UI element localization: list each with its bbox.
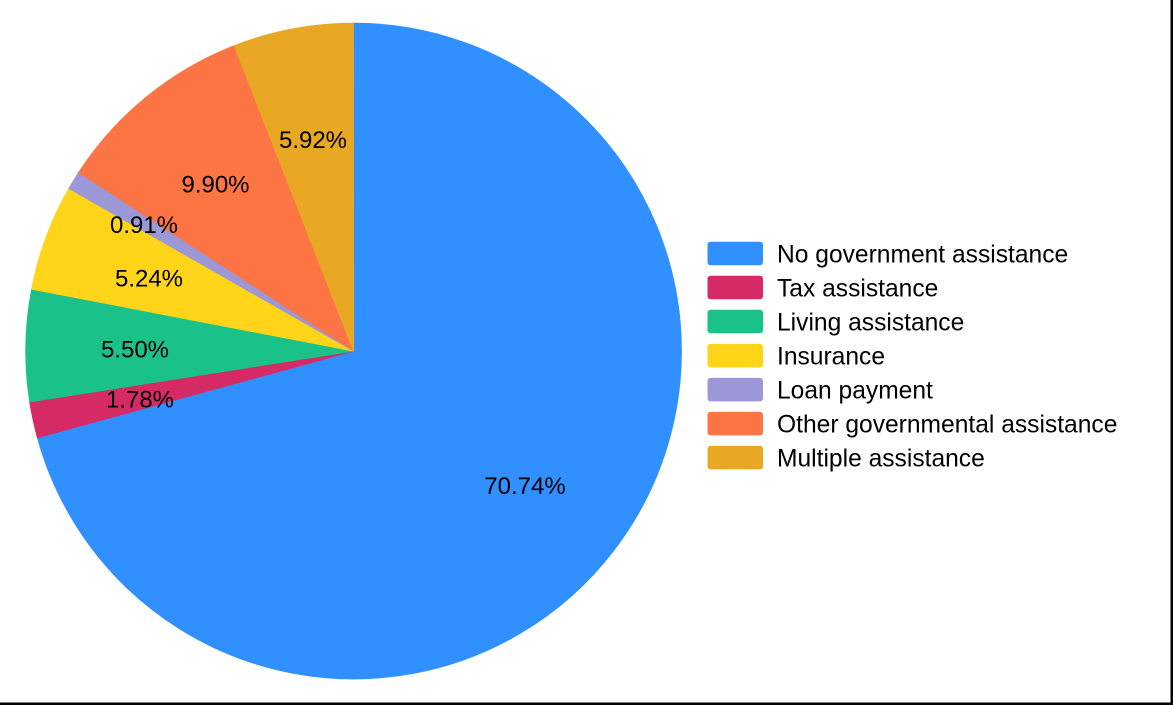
svg-text:Loan payment: Loan payment xyxy=(777,377,933,404)
svg-text:0.91%: 0.91% xyxy=(110,212,178,239)
svg-text:Living assistance: Living assistance xyxy=(777,309,964,336)
svg-text:Multiple assistance: Multiple assistance xyxy=(777,445,985,472)
svg-text:Tax assistance: Tax assistance xyxy=(777,275,938,302)
svg-text:5.50%: 5.50% xyxy=(101,337,169,364)
svg-text:No government assistance: No government assistance xyxy=(777,241,1068,268)
svg-text:Insurance: Insurance xyxy=(777,343,885,370)
svg-text:1.78%: 1.78% xyxy=(106,387,174,414)
svg-text:9.90%: 9.90% xyxy=(181,172,249,199)
svg-text:5.24%: 5.24% xyxy=(115,265,183,292)
svg-text:70.74%: 70.74% xyxy=(484,473,565,500)
svg-text:Other governmental assistance: Other governmental assistance xyxy=(777,411,1117,438)
svg-text:5.92%: 5.92% xyxy=(279,127,347,154)
